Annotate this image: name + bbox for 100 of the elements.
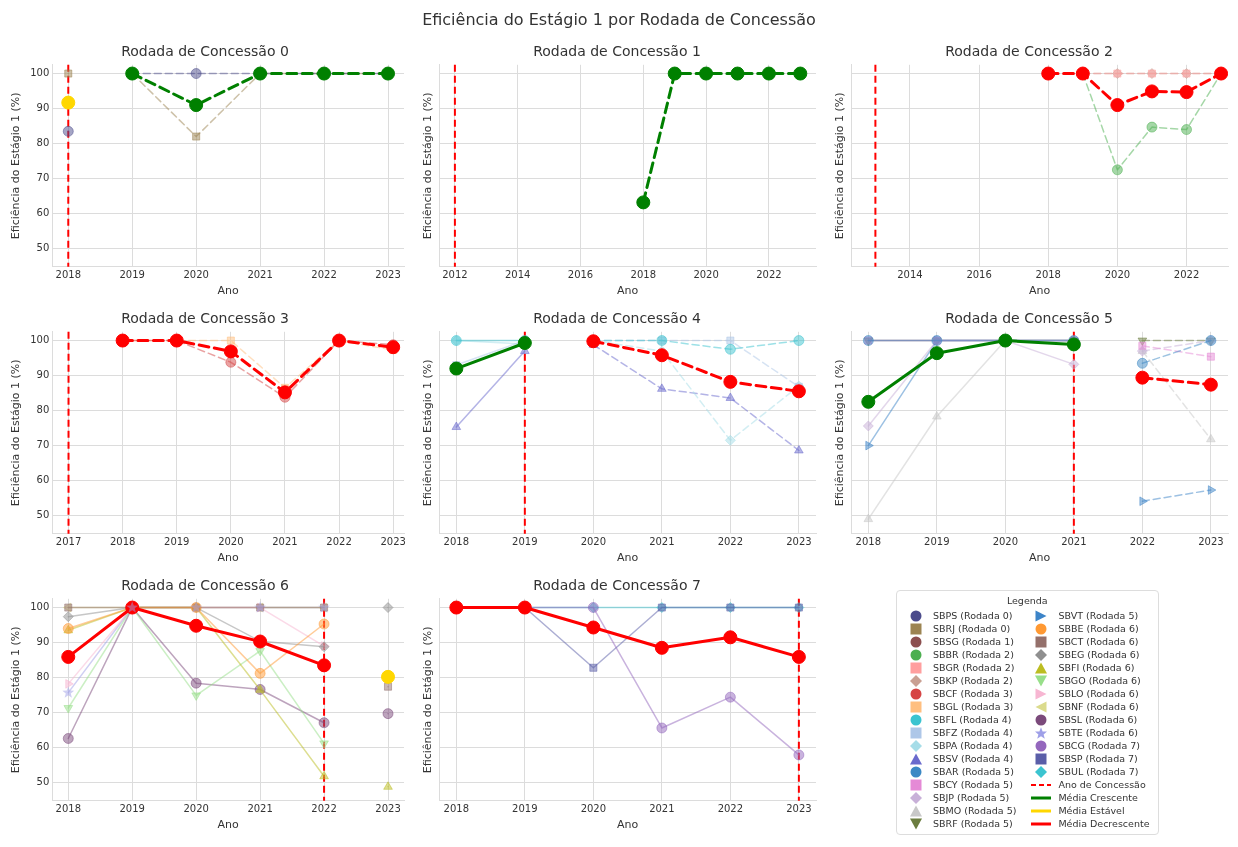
x-tick-label: 2023 <box>1198 536 1224 548</box>
y-tick-label: 80 <box>36 671 50 683</box>
text: Eficiência do Estágio 1 por Rodada de Concessão <box>421 10 817 29</box>
y-tick-label: 50 <box>36 509 50 521</box>
y-tick-label: 100 <box>30 334 50 346</box>
x-tick-label: 2017 <box>55 536 82 548</box>
x-tick-label: 2020 <box>580 803 607 815</box>
x-axis-title: Ano <box>616 818 639 832</box>
legend-label: SBFZ (Rodada 4) <box>933 727 1013 738</box>
x-tick-label: 2022 <box>1129 536 1156 548</box>
legend-label: SBUL (Rodada 7) <box>1058 766 1139 777</box>
x-tick-label: 2018 <box>109 536 136 548</box>
y-tick-label: 70 <box>36 706 50 718</box>
legend-label: SBCF (Rodada 3) <box>933 688 1013 699</box>
legend-label: Média Crescente <box>1058 792 1138 803</box>
chart-title: Rodada de Concessão 6 <box>121 577 289 594</box>
x-tick-label: 2021 <box>649 536 675 548</box>
legend-label: SBLO (Rodada 6) <box>1058 688 1139 699</box>
y-axis-title: Eficiência do Estágio 1 (%) <box>9 359 23 507</box>
x-tick-label: 2023 <box>375 269 401 281</box>
legend-label: SBAR (Rodada 5) <box>933 766 1014 777</box>
legend-label: SBVT (Rodada 5) <box>1058 610 1139 621</box>
y-tick-label: 60 <box>36 741 50 753</box>
x-axis-title: Ano <box>217 818 240 832</box>
y-tick-label: 90 <box>36 636 50 648</box>
legend-label: SBPA (Rodada 4) <box>933 740 1013 751</box>
x-tick-label: 2022 <box>1173 269 1200 281</box>
y-tick-label: 50 <box>36 776 50 788</box>
chart-title: Rodada de Concessão 5 <box>945 310 1113 327</box>
x-axis-title: Ano <box>616 284 639 298</box>
x-tick-label: 2021 <box>247 269 273 281</box>
x-tick-label: 2021 <box>247 803 273 815</box>
y-tick-label: 60 <box>36 207 50 219</box>
legend-label: SBSL (Rodada 6) <box>1058 714 1138 725</box>
y-axis-title: Eficiência do Estágio 1 (%) <box>421 626 435 774</box>
y-axis-title: Eficiência do Estágio 1 (%) <box>421 359 435 507</box>
x-tick-label: 2019 <box>119 803 145 815</box>
x-tick-label: 2023 <box>380 536 406 548</box>
y-tick-label: 80 <box>36 137 50 149</box>
y-tick-label: 80 <box>36 404 50 416</box>
x-tick-label: 2023 <box>375 803 401 815</box>
legend-label: SBGO (Rodada 6) <box>1058 675 1141 686</box>
y-axis-title: Eficiência do Estágio 1 (%) <box>9 626 23 774</box>
chart-title: Rodada de Concessão 0 <box>121 43 289 60</box>
x-tick-label: 2019 <box>119 269 145 281</box>
x-tick-label: 2023 <box>786 803 812 815</box>
y-axis-title: Eficiência do Estágio 1 (%) <box>833 92 847 240</box>
chart-title: Rodada de Concessão 3 <box>121 310 289 327</box>
x-tick-label: 2014 <box>897 269 923 281</box>
x-tick-label: 2018 <box>1035 269 1061 281</box>
legend-label: SBGL (Rodada 3) <box>933 701 1014 712</box>
y-tick-label: 100 <box>30 67 50 79</box>
y-tick-label: 50 <box>36 242 50 254</box>
x-tick-label: 2018 <box>443 536 470 548</box>
legend-label: SBSV (Rodada 4) <box>933 753 1014 764</box>
legend-label: SBPS (Rodada 0) <box>933 610 1013 621</box>
x-tick-label: 2018 <box>630 269 657 281</box>
x-tick-label: 2022 <box>717 803 744 815</box>
y-axis-title: Eficiência do Estágio 1 (%) <box>833 359 847 507</box>
x-tick-label: 2019 <box>164 536 190 548</box>
x-tick-label: 2018 <box>855 536 882 548</box>
y-axis-title: Eficiência do Estágio 1 (%) <box>9 92 23 240</box>
y-tick-label: 70 <box>36 172 50 184</box>
legend-label: SBTE (Rodada 6) <box>1058 727 1138 738</box>
x-tick-label: 2022 <box>756 269 782 281</box>
x-tick-label: 2016 <box>966 269 992 281</box>
legend-label: SBSG (Rodada 1) <box>933 636 1014 647</box>
x-axis-title: Ano <box>616 551 639 565</box>
x-tick-label: 2018 <box>55 803 81 815</box>
legend-label: SBNF (Rodada 6) <box>1058 701 1139 712</box>
x-tick-label: 2016 <box>567 269 594 281</box>
legend-label: SBCT (Rodada 6) <box>1058 636 1139 647</box>
legend-title: Legenda <box>1005 595 1049 606</box>
x-axis-title: Ano <box>217 551 240 565</box>
legend-label: SBBE (Rodada 6) <box>1058 623 1139 634</box>
x-tick-label: 2021 <box>272 536 298 548</box>
y-tick-label: 90 <box>36 369 50 381</box>
x-tick-label: 2021 <box>1061 536 1087 548</box>
x-tick-label: 2018 <box>55 269 81 281</box>
x-tick-label: 2020 <box>218 536 244 548</box>
y-tick-label: 70 <box>36 439 50 451</box>
y-axis-title: Eficiência do Estágio 1 (%) <box>421 92 435 240</box>
legend-label: SBCY (Rodada 5) <box>933 779 1013 790</box>
x-tick-label: 2019 <box>512 803 538 815</box>
x-tick-label: 2019 <box>924 536 950 548</box>
legend-label: SBEG (Rodada 6) <box>1058 649 1140 660</box>
x-tick-label: 2020 <box>580 536 607 548</box>
x-tick-label: 2020 <box>992 536 1019 548</box>
legend-label: Ano de Concessão <box>1058 779 1146 790</box>
legend-label: SBFL (Rodada 4) <box>933 714 1012 725</box>
x-tick-label: 2023 <box>786 536 812 548</box>
legend-label: SBRF (Rodada 5) <box>933 818 1013 829</box>
chart-title: Rodada de Concessão 4 <box>533 310 701 327</box>
legend-label: SBRJ (Rodada 0) <box>933 623 1011 634</box>
x-tick-label: 2022 <box>311 803 337 815</box>
legend-label: SBGR (Rodada 2) <box>933 662 1015 673</box>
x-tick-label: 2019 <box>512 536 538 548</box>
x-axis-title: Ano <box>217 284 240 298</box>
x-tick-label: 2020 <box>1104 269 1131 281</box>
x-axis-title: Ano <box>1028 551 1051 565</box>
